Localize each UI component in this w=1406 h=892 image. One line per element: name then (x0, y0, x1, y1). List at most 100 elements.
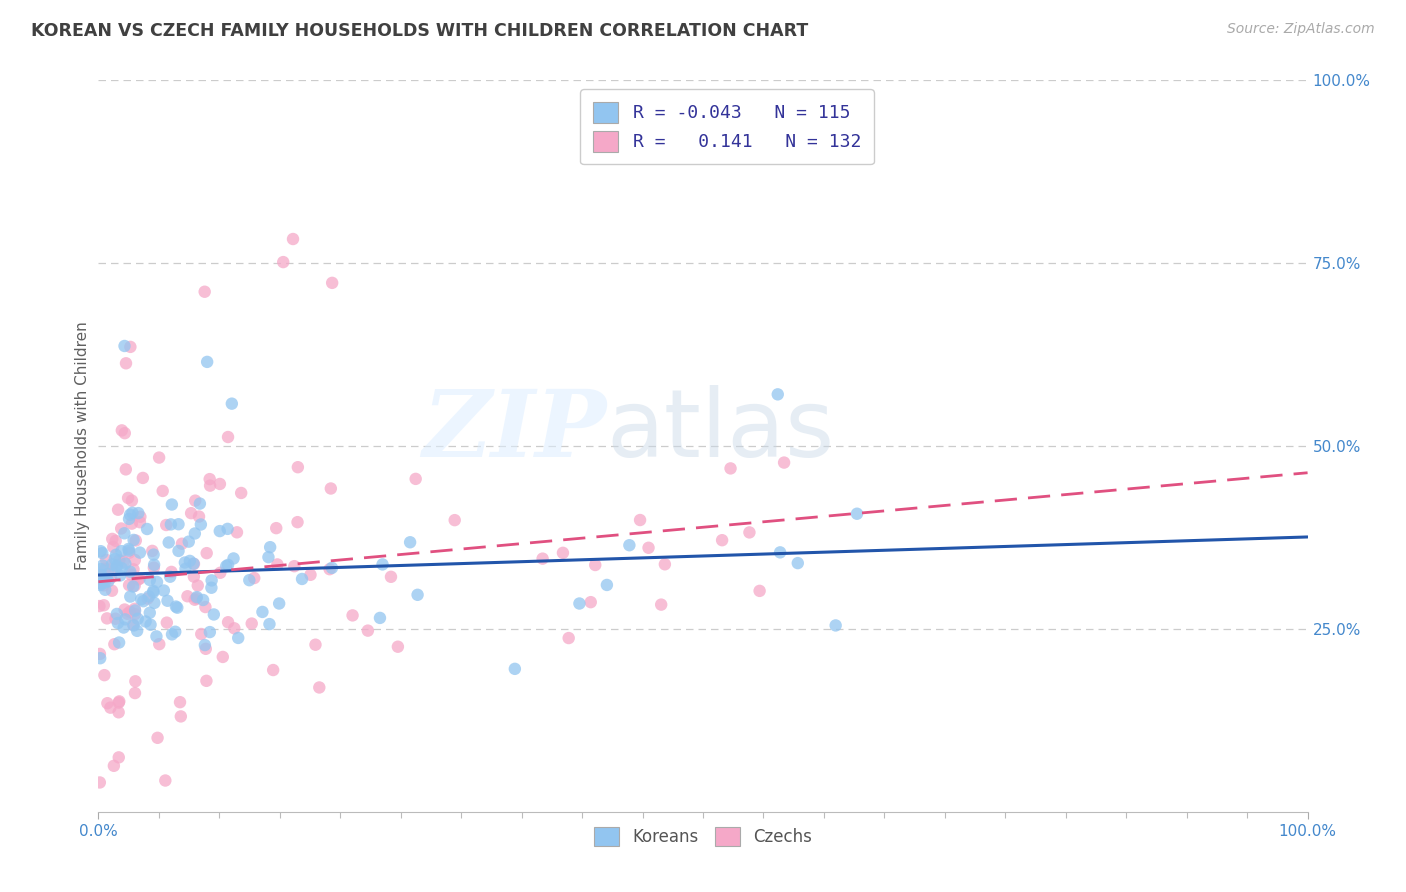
Point (240, 616, 263, 631)
Point (195, 355, 218, 369)
Point (136, 522, 159, 536)
Point (304, 638, 326, 652)
Point (271, 255, 294, 269)
Point (188, 509, 211, 524)
Point (217, 522, 239, 536)
Text: KOREAN VS CZECH FAMILY HOUSEHOLDS WITH CHILDREN CORRELATION CHART: KOREAN VS CZECH FAMILY HOUSEHOLDS WITH C… (31, 22, 808, 40)
Point (281, 232, 304, 246)
Point (156, 593, 179, 607)
Point (112, 526, 135, 541)
Point (90, 576, 112, 591)
Point (103, 637, 125, 651)
Point (132, 594, 155, 608)
Point (111, 423, 134, 437)
Point (157, 535, 180, 549)
Point (107, 706, 129, 720)
Point (215, 559, 238, 574)
Point (160, 627, 183, 641)
Point (114, 557, 136, 571)
Point (94, 572, 117, 586)
Point (104, 612, 127, 626)
Point (319, 482, 342, 496)
Point (89, 599, 111, 613)
Point (94, 562, 117, 576)
Point (121, 516, 143, 531)
Point (579, 595, 602, 609)
Point (217, 558, 239, 572)
Point (720, 461, 742, 475)
Point (100, 700, 122, 714)
Point (194, 638, 217, 652)
Point (124, 607, 146, 622)
Point (94, 582, 117, 597)
Point (96, 611, 118, 625)
Point (159, 570, 181, 584)
Point (124, 553, 146, 567)
Point (596, 578, 619, 592)
Point (111, 561, 134, 575)
Point (105, 558, 128, 573)
Point (308, 681, 330, 695)
Point (114, 602, 136, 616)
Point (122, 533, 145, 547)
Point (194, 285, 217, 299)
Point (170, 709, 193, 723)
Point (142, 583, 165, 598)
Point (531, 551, 554, 566)
Point (198, 478, 221, 492)
Point (93, 599, 115, 613)
Point (112, 555, 135, 569)
Point (129, 546, 152, 560)
Point (91, 569, 114, 583)
Point (637, 541, 659, 555)
Point (291, 572, 314, 586)
Point (124, 674, 146, 689)
Point (122, 617, 145, 632)
Point (200, 581, 222, 595)
Point (183, 557, 205, 571)
Point (269, 597, 291, 611)
Legend: Koreans, Czechs: Koreans, Czechs (585, 819, 821, 855)
Point (114, 339, 136, 353)
Point (264, 521, 287, 535)
Point (107, 750, 129, 764)
Point (96, 696, 118, 710)
Point (201, 574, 224, 588)
Point (110, 544, 132, 558)
Y-axis label: Family Households with Children: Family Households with Children (75, 322, 90, 570)
Point (186, 591, 208, 606)
Point (115, 356, 138, 370)
Point (97, 574, 120, 589)
Point (127, 573, 149, 587)
Point (89, 578, 111, 592)
Point (108, 553, 131, 567)
Point (121, 493, 143, 508)
Point (224, 621, 246, 635)
Point (198, 625, 221, 640)
Point (114, 462, 136, 476)
Point (711, 533, 734, 548)
Point (122, 618, 145, 632)
Point (209, 566, 232, 580)
Point (368, 611, 391, 625)
Point (217, 615, 239, 630)
Point (357, 624, 380, 638)
Point (406, 588, 429, 602)
Point (114, 426, 136, 441)
Point (120, 565, 142, 579)
Point (93, 668, 115, 682)
Point (143, 558, 166, 572)
Point (143, 596, 166, 610)
Point (187, 578, 209, 592)
Point (619, 538, 641, 552)
Point (371, 558, 394, 572)
Point (321, 276, 343, 290)
Point (117, 491, 139, 505)
Point (97, 567, 120, 582)
Point (183, 557, 205, 571)
Point (824, 618, 846, 632)
Point (259, 617, 281, 632)
Point (153, 583, 176, 598)
Point (160, 517, 183, 532)
Point (139, 573, 162, 587)
